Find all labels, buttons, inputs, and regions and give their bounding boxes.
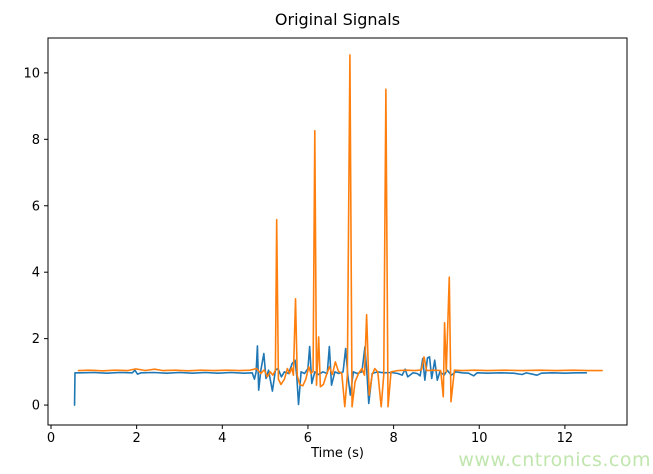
x-tick-label: 6: [304, 431, 312, 446]
x-tick-label: 4: [218, 431, 226, 446]
x-tick-label: 8: [389, 431, 397, 446]
x-tick-label: 2: [133, 431, 141, 446]
y-tick-label: 6: [32, 199, 40, 214]
series-line-signal-2-orange: [77, 54, 603, 408]
y-tick-label: 2: [32, 332, 40, 347]
chart-title: Original Signals: [274, 10, 401, 29]
x-tick-label: 0: [47, 431, 55, 446]
x-tick-label: 12: [557, 431, 574, 446]
x-tick-label: 10: [471, 431, 488, 446]
y-tick-label: 0: [32, 399, 40, 414]
y-tick-label: 10: [23, 66, 40, 81]
y-tick-label: 4: [32, 266, 40, 281]
series-line-signal-1-blue: [73, 345, 588, 406]
x-axis-label: Time (s): [311, 446, 364, 461]
axes-spines: [47, 37, 628, 426]
y-tick-label: 8: [32, 133, 40, 148]
watermark-text: www.cntronics.com: [458, 449, 651, 471]
